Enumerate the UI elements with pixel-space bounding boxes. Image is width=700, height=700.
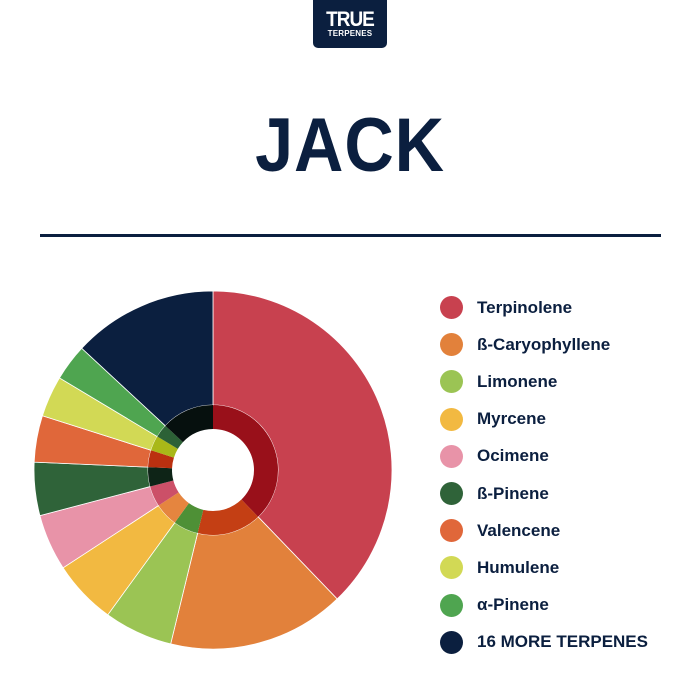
legend-item: α-Pinene <box>440 587 648 624</box>
legend-swatch <box>440 482 463 506</box>
legend-swatch <box>440 593 463 617</box>
legend: Terpinolene ß-Caryophyllene Limonene Myrcen… <box>440 289 648 661</box>
legend-label: ß-Pinene <box>477 483 549 503</box>
legend-label: Valencene <box>477 520 561 540</box>
legend-item: ß-Pinene <box>440 475 648 512</box>
pie-inner-slice <box>148 467 174 487</box>
logo-line1: TRUE <box>326 8 375 32</box>
legend-swatch <box>440 556 463 580</box>
legend-item: Myrcene <box>440 401 648 438</box>
legend-swatch <box>440 333 463 357</box>
pie-inner-slice <box>165 405 213 443</box>
legend-item: Limonene <box>440 363 648 400</box>
pie-inner-slice <box>197 499 259 535</box>
divider <box>40 234 661 237</box>
legend-item: Terpinolene <box>440 289 648 326</box>
pie-inner-slice <box>213 405 278 517</box>
pie-inner-slice <box>148 450 174 469</box>
legend-label: α-Pinene <box>477 595 549 615</box>
pie-chart <box>33 290 393 650</box>
legend-label: Humulene <box>477 557 560 577</box>
legend-item: 16 MORE TERPENES <box>440 624 648 661</box>
legend-swatch <box>440 407 463 431</box>
legend-swatch <box>440 370 463 394</box>
pie-inner-slice <box>158 492 189 523</box>
legend-item: ß-Caryophyllene <box>440 326 648 363</box>
pie-inner-slice <box>151 436 178 458</box>
legend-label: 16 MORE TERPENES <box>477 632 648 652</box>
pie-inner-slice <box>174 503 204 534</box>
legend-swatch <box>440 444 463 468</box>
pie-inner-slice <box>150 480 179 506</box>
logo-line2: TERPENES <box>327 29 373 38</box>
legend-item: Valencene <box>440 512 648 549</box>
pie-inner-slice <box>157 425 183 449</box>
legend-label: ß-Caryophyllene <box>477 334 611 354</box>
legend-label: Terpinolene <box>477 297 573 317</box>
legend-label: Ocimene <box>477 446 549 466</box>
legend-label: Myrcene <box>477 409 546 429</box>
legend-item: Ocimene <box>440 438 648 475</box>
legend-swatch <box>440 519 463 543</box>
legend-label: Limonene <box>477 371 558 391</box>
page-title: JACK <box>255 103 445 188</box>
legend-item: Humulene <box>440 549 648 586</box>
true-terpenes-logo: TRUE TERPENES <box>313 0 387 48</box>
legend-swatch <box>440 630 463 654</box>
legend-swatch <box>440 296 463 320</box>
